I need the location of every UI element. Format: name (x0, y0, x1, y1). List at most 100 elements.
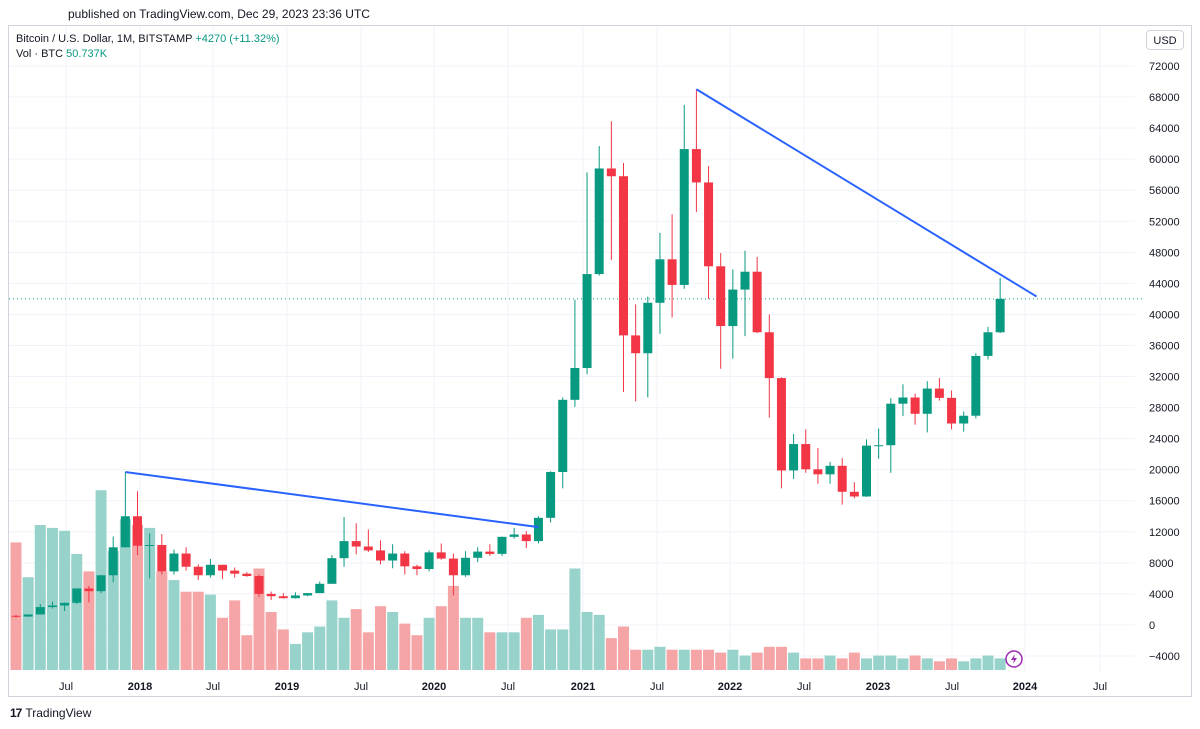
volume-bar (338, 617, 350, 670)
x-tick-label: 2024 (1013, 681, 1038, 693)
trendline (695, 88, 1038, 298)
y-tick-label: 32000 (1149, 372, 1180, 384)
volume-bar (277, 629, 289, 670)
candle-body (922, 388, 932, 414)
y-tick-label: 8000 (1149, 558, 1173, 570)
volume-bar (34, 525, 46, 670)
y-tick-label: 16000 (1149, 496, 1180, 508)
y-tick-label: 60000 (1149, 154, 1180, 166)
volume-bar (520, 617, 532, 670)
candle-body (412, 566, 422, 570)
candle-body (424, 552, 434, 570)
candle-body (169, 553, 179, 572)
candle-body (363, 546, 373, 551)
y-tick-label: 20000 (1149, 465, 1180, 477)
volume-bar (642, 649, 654, 670)
candle-body (704, 182, 714, 267)
volume-bar (618, 626, 629, 670)
volume-bar (46, 527, 58, 670)
volume-bar (836, 658, 848, 670)
volume-bar (593, 614, 605, 670)
candle-body (776, 378, 786, 471)
volume-bar (10, 542, 22, 670)
candle-body (679, 149, 689, 285)
volume-bar (107, 551, 119, 670)
candle-body (546, 472, 556, 518)
volume-bar (241, 635, 253, 670)
volume-bar (605, 638, 617, 670)
candle-body (315, 583, 325, 594)
volume-bar (302, 632, 314, 670)
candle-body (181, 553, 191, 567)
candle-body (242, 573, 252, 577)
volume-bar (326, 600, 338, 670)
volume-bar (496, 632, 508, 670)
symbol-legend[interactable]: Bitcoin / U.S. Dollar, 1M, BITSTAMP +427… (16, 33, 280, 45)
volume-bar (229, 600, 241, 670)
candle-body (47, 605, 57, 608)
volume-bar (678, 649, 690, 670)
volume-bar (83, 571, 95, 670)
volume-bar (739, 655, 751, 670)
volume-bar (666, 649, 678, 670)
candle-body (910, 397, 920, 414)
y-tick-label: 64000 (1149, 123, 1180, 135)
candle-body (521, 534, 531, 542)
tradingview-logo-icon: 17 (10, 706, 22, 720)
candle-body (84, 588, 94, 592)
candle-body (801, 444, 811, 470)
currency-button[interactable]: USD (1146, 30, 1184, 50)
candle-body (11, 615, 21, 617)
volume-bar (71, 554, 83, 670)
candle-body (218, 564, 228, 571)
candle-body (862, 445, 871, 497)
candle-body (643, 302, 653, 354)
candle-body (570, 367, 580, 400)
volume-bar (399, 623, 411, 670)
candle-body (388, 553, 398, 561)
candle-body (473, 551, 483, 558)
volume-bar (933, 661, 945, 670)
candle-body (60, 602, 70, 606)
volume-bar (848, 652, 860, 670)
candle-body (205, 564, 215, 576)
x-tick-label: Jul (1093, 681, 1107, 693)
candle-body (266, 593, 276, 597)
candle-body (959, 415, 969, 424)
candle-body (485, 551, 495, 554)
tradingview-brand[interactable]: 17 TradingView (10, 706, 91, 720)
volume-bar (119, 519, 131, 670)
x-tick-label: Jul (206, 681, 220, 693)
volume-bar (144, 527, 156, 670)
x-tick-label: Jul (650, 681, 664, 693)
volume-bar (569, 568, 581, 670)
volume-bar (362, 632, 374, 670)
volume-bar (435, 606, 447, 670)
volume-bar (727, 649, 739, 670)
volume-bar (350, 609, 362, 670)
x-tick-label: Jul (59, 681, 73, 693)
volume-legend[interactable]: Vol · BTC 50.737K (16, 48, 107, 60)
volume-bar (545, 629, 557, 670)
volume-bar (861, 658, 872, 670)
candle-body (594, 168, 604, 275)
volume-value: 50.737K (66, 48, 108, 60)
volume-bar (958, 661, 970, 670)
symbol-title: Bitcoin / U.S. Dollar, 1M, BITSTAMP (16, 33, 193, 45)
candle-body (96, 575, 106, 592)
x-tick-label: Jul (797, 681, 811, 693)
volume-bar (824, 655, 836, 670)
candle-body (23, 614, 33, 617)
x-tick-label: 2018 (128, 681, 152, 693)
volume-bar (387, 612, 399, 670)
y-tick-label: 52000 (1149, 216, 1180, 228)
candle-body (752, 271, 762, 333)
volume-bar (192, 591, 204, 670)
volume-bar (460, 617, 472, 670)
volume-bar (532, 614, 544, 670)
candle-body (631, 335, 641, 354)
y-tick-label: 44000 (1149, 278, 1180, 290)
volume-bar (654, 646, 666, 670)
y-tick-label: 4000 (1149, 589, 1173, 601)
